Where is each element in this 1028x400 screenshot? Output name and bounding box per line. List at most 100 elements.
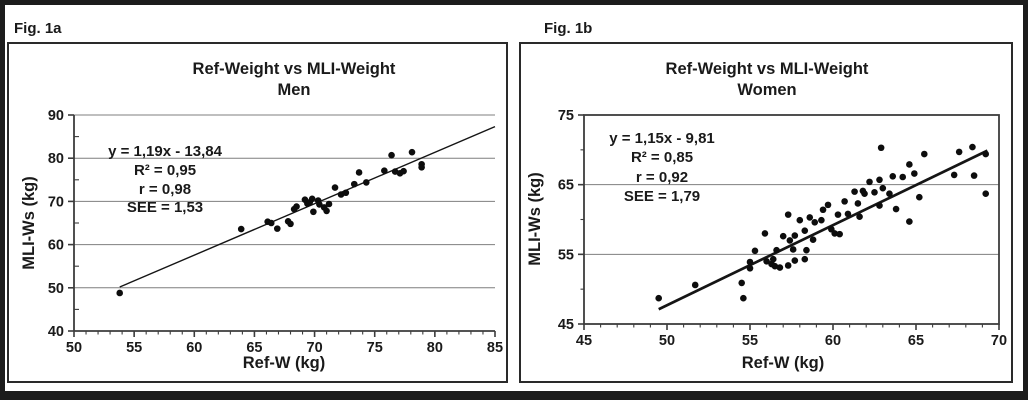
data-point	[323, 207, 330, 215]
x-axis-label: Ref-W (kg)	[742, 354, 824, 372]
r-value: r = 0,92	[636, 169, 688, 186]
regression-equation: y = 1,15x - 9,81	[609, 130, 715, 147]
data-point	[773, 246, 780, 254]
data-point	[921, 150, 928, 158]
data-point	[316, 201, 323, 208]
data-point	[342, 189, 350, 197]
data-point	[267, 219, 275, 227]
y-tick-label: 75	[558, 108, 574, 124]
figure-border-left	[0, 0, 5, 400]
x-tick-label: 70	[307, 340, 323, 356]
x-tick-label: 65	[246, 340, 262, 356]
data-point	[819, 206, 827, 214]
data-point	[892, 205, 900, 213]
data-point	[879, 184, 887, 192]
data-point	[746, 258, 754, 266]
data-point	[786, 237, 794, 244]
data-point	[861, 190, 868, 198]
data-point	[308, 195, 316, 203]
r-value: r = 0,98	[139, 181, 191, 198]
y-axis-label: MLI-Ws (kg)	[526, 172, 544, 265]
data-point	[841, 198, 848, 205]
x-tick-label: 80	[427, 340, 443, 356]
data-point	[116, 289, 124, 297]
panel-men-chart: 50 55 60 65 70 75 80 85 40 50 60 70 80 90 Ref-Weight …	[7, 42, 508, 383]
axis-ticks	[578, 114, 1000, 330]
data-point	[791, 232, 799, 239]
data-point	[899, 173, 907, 181]
data-point	[831, 230, 838, 237]
figure-border-right	[1023, 0, 1028, 400]
tick-labels: 45 50 55 60 65 70 45 55 65 75	[558, 108, 1007, 349]
data-point	[293, 203, 300, 210]
x-tick-label: 45	[576, 333, 592, 349]
data-point	[844, 210, 852, 218]
x-tick-label: 50	[66, 340, 82, 356]
data-point	[806, 214, 814, 221]
x-tick-label: 60	[186, 340, 202, 356]
chart-plot-layer: 45 50 55 60 65 70 45 55 65 75	[558, 108, 1007, 349]
data-point	[969, 143, 976, 151]
y-tick-label: 65	[558, 178, 574, 194]
data-point	[310, 208, 317, 216]
data-point	[408, 148, 416, 156]
data-point	[237, 225, 245, 233]
y-tick-label: 80	[48, 151, 64, 167]
data-point	[325, 200, 333, 208]
data-point	[381, 167, 388, 175]
data-point	[740, 294, 747, 302]
x-tick-label: 55	[126, 340, 142, 356]
data-point	[824, 201, 832, 209]
data-point	[851, 188, 858, 195]
data-point	[761, 230, 769, 237]
data-point	[906, 161, 913, 168]
data-point	[876, 202, 883, 209]
data-point	[866, 178, 873, 186]
data-point	[801, 255, 809, 263]
data-point	[751, 247, 759, 255]
figure-border-bottom	[0, 391, 1028, 400]
y-tick-label: 70	[48, 194, 64, 210]
data-point	[811, 218, 819, 226]
data-point	[691, 281, 699, 289]
x-tick-label: 65	[908, 333, 924, 349]
data-point	[854, 200, 862, 207]
see-value: SEE = 1,53	[127, 199, 203, 216]
data-point	[834, 211, 842, 218]
data-point	[796, 216, 804, 224]
data-point	[871, 189, 878, 196]
data-point	[779, 232, 787, 240]
data-point	[418, 163, 425, 171]
chart-subtitle: Women	[737, 81, 796, 99]
chart-title: Ref-Weight vs MLI-Weight	[193, 60, 396, 78]
y-tick-label: 90	[48, 108, 64, 124]
data-point	[911, 170, 918, 177]
data-point	[746, 264, 754, 272]
data-point	[763, 258, 770, 265]
regression-equation: y = 1,19x - 13,84	[108, 143, 222, 160]
y-tick-label: 40	[48, 324, 64, 340]
data-point	[400, 167, 407, 175]
r-squared-value: R² = 0,95	[134, 162, 196, 179]
trend-line	[658, 149, 988, 311]
chart-subtitle: Men	[278, 81, 311, 99]
data-point	[789, 246, 797, 253]
x-tick-label: 75	[367, 340, 383, 356]
panel-women-chart: 45 50 55 60 65 70 45 55 65 75 Ref-Weight vs MLI-W…	[519, 42, 1013, 383]
data-point	[331, 184, 339, 191]
data-point	[355, 169, 363, 176]
chart-title: Ref-Weight vs MLI-Weight	[666, 60, 869, 78]
x-tick-label: 60	[825, 333, 841, 349]
data-point	[818, 216, 825, 224]
data-point	[769, 255, 777, 263]
x-tick-label: 55	[742, 333, 758, 349]
data-point	[955, 148, 963, 156]
data-point	[950, 171, 958, 179]
data-point	[350, 180, 358, 188]
x-axis-label: Ref-W (kg)	[243, 354, 325, 372]
data-point	[982, 150, 990, 158]
data-points	[116, 148, 425, 297]
